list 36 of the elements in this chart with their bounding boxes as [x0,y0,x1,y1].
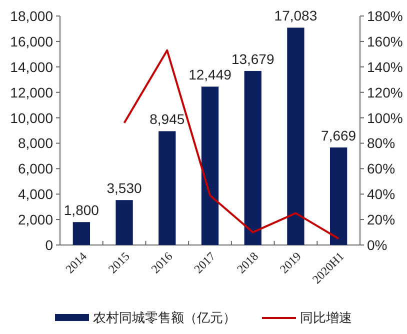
y-tick-label: 2,000 [18,212,54,228]
legend-label: 同比增速 [300,310,352,325]
y-tick-label: 4,000 [18,186,54,202]
y2-tick-label: 120% [367,84,403,100]
bar [116,200,133,245]
data-label: 12,449 [188,66,232,83]
bar [330,147,348,245]
y2-tick-label: 20% [367,212,396,228]
y2-tick-label: 140% [367,58,403,75]
bar [244,70,262,245]
y2-tick-label: 60% [367,160,396,177]
y-tick-label: 0 [45,237,54,253]
bar [201,86,219,245]
y2-tick-label: 180% [367,8,403,24]
bar [72,222,90,245]
y2-tick-label: 0% [367,237,388,253]
y2-tick-label: 80% [367,135,396,152]
y-tick-label: 18,000 [10,8,54,24]
data-label: 17,083 [274,8,318,24]
data-label: 1,800 [64,202,100,218]
y-tick-label: 14,000 [10,58,54,75]
data-label: 13,679 [231,50,274,67]
y-tick-label: 8,000 [18,135,54,152]
y2-tick-label: 100% [367,110,403,126]
data-label: 7,669 [321,127,356,144]
y2-tick-label: 160% [367,33,403,50]
data-label: 3,530 [106,180,142,196]
y-tick-label: 10,000 [10,110,54,126]
y2-tick-label: 40% [367,186,396,202]
bar [158,131,176,245]
y-tick-label: 6,000 [18,160,54,177]
bar [287,28,304,245]
y-tick-label: 16,000 [10,33,54,50]
data-label: 8,945 [150,111,185,128]
y-tick-label: 12,000 [10,84,54,100]
legend-label: 农村同城零售额（亿元） [93,310,236,325]
